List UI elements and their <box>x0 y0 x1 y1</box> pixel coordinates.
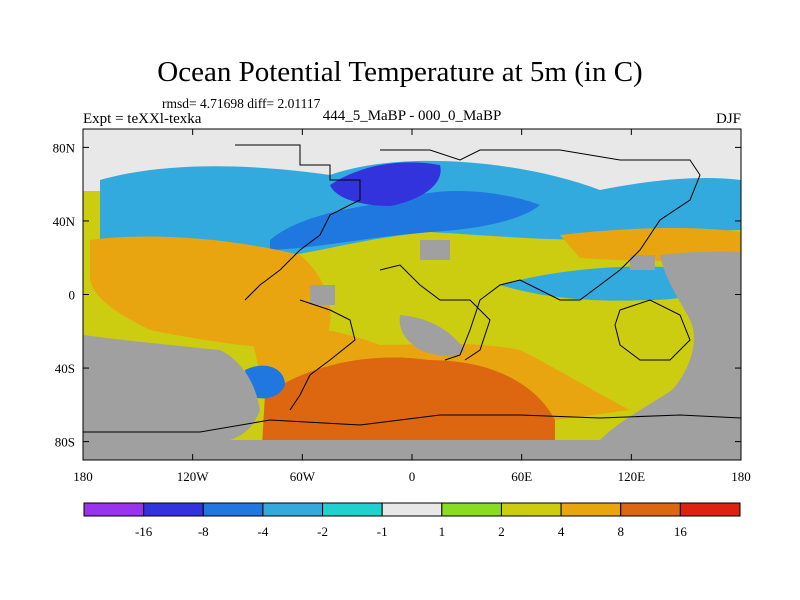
colorbar-swatch <box>143 502 204 517</box>
land-africa <box>399 315 465 356</box>
colorbar-label: 2 <box>498 524 505 539</box>
colorbar-swatch <box>322 502 383 517</box>
y-tick-label: 0 <box>69 288 76 303</box>
colorbar-label: 1 <box>439 524 446 539</box>
colorbar-label: -8 <box>198 524 209 539</box>
colorbar-label: -4 <box>257 524 268 539</box>
colorbar-label: -1 <box>377 524 388 539</box>
map-field <box>83 129 741 460</box>
region-tropical-warm <box>90 236 331 350</box>
coastline-north-america <box>235 144 361 301</box>
y-tick-label: 80N <box>53 140 76 155</box>
coastline-eurasia <box>380 149 701 361</box>
colorbar-swatch <box>560 502 622 517</box>
colorbar-label: -16 <box>135 524 153 539</box>
region-south-cold <box>245 365 285 399</box>
coastline-africa <box>379 264 491 361</box>
experiment-label: Expt = teXXl-texka <box>83 111 202 127</box>
colorbar-swatch <box>202 502 264 517</box>
y-tick-label: 40N <box>53 214 76 229</box>
x-tick-label: 0 <box>409 469 416 484</box>
x-tick-label: 60E <box>511 469 532 484</box>
colorbar-label: 16 <box>674 524 688 539</box>
colorbar-swatch <box>381 502 443 517</box>
coastline-australia <box>614 299 691 361</box>
stats-text: rmsd= 4.71698 diff= 2.01117 <box>162 96 321 111</box>
land-scatter-2 <box>310 285 335 305</box>
land-americas <box>83 335 260 440</box>
land-antarctica <box>83 440 741 460</box>
land-scatter-3 <box>630 255 655 270</box>
colorbar-swatch <box>500 502 562 517</box>
colorbar-swatch <box>262 502 324 517</box>
region-tropical-cold <box>500 266 708 301</box>
colorbar-swatch <box>83 502 145 517</box>
region-south-hot <box>262 357 555 445</box>
colorbar-swatch <box>679 502 741 517</box>
colorbar-swatch <box>620 502 681 517</box>
x-tick-label: 180 <box>73 469 93 484</box>
colorbar-label: -2 <box>317 524 328 539</box>
land-australia-asia <box>600 251 741 440</box>
x-axis: 180 120W 60W 0 60E 120E 180 <box>73 129 751 484</box>
chart-subtitle: 444_5_MaBP - 000_0_MaBP <box>322 108 502 124</box>
colorbar-label: 4 <box>558 524 565 539</box>
region-north-cold-inner <box>270 190 540 250</box>
coastlines <box>83 144 741 433</box>
y-axis: 80N 40N 0 40S 80S <box>53 140 741 450</box>
x-tick-label: 120W <box>177 469 210 484</box>
chart-title: Ocean Potential Temperature at 5m (in C) <box>157 56 643 88</box>
y-tick-label: 80S <box>55 435 75 450</box>
x-tick-label: 180 <box>731 469 751 484</box>
x-tick-label: 60W <box>290 469 316 484</box>
colorbar: -16 -8 -4 -2 -1 1 2 4 8 16 <box>83 502 741 539</box>
y-tick-label: 40S <box>55 361 75 376</box>
coastline-antarctica <box>83 414 741 433</box>
colorbar-label: 8 <box>617 524 624 539</box>
x-tick-label: 120E <box>618 469 646 484</box>
season-label: DJF <box>715 111 741 127</box>
region-south-warm <box>250 325 630 420</box>
coastline-south-america <box>289 299 356 411</box>
region-north-core <box>330 162 441 206</box>
land-scatter-1 <box>420 240 450 260</box>
colorbar-swatch <box>441 502 502 517</box>
